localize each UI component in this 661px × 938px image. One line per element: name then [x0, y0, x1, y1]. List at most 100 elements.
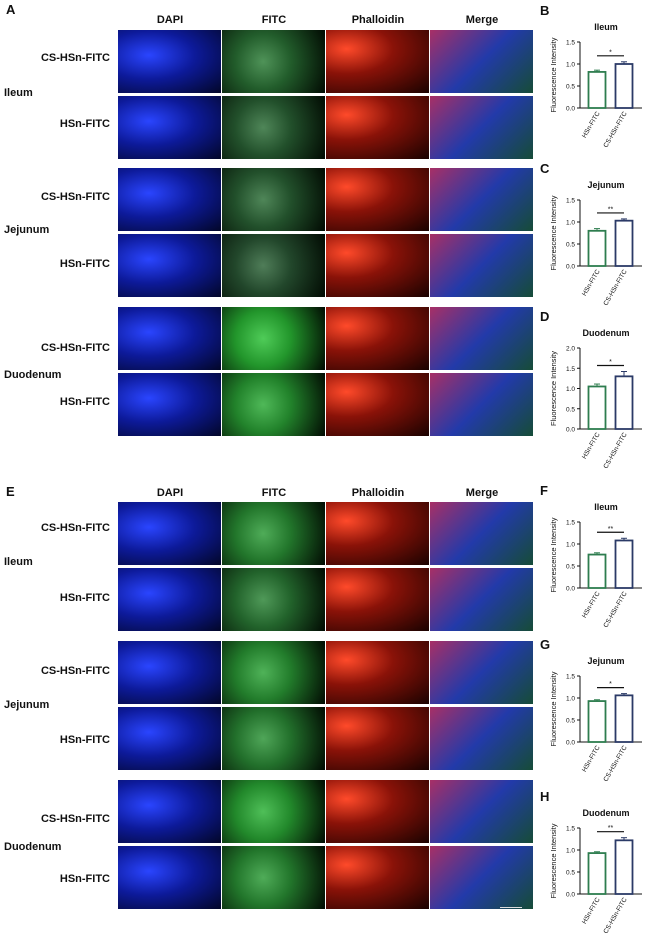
bar-chart-h: H Duodenum Fluorescence Intensity 0.0 0.5 1.0… — [540, 789, 642, 935]
y-tick-label: 1.5 — [566, 520, 575, 527]
micrograph-phalloidin — [326, 707, 429, 770]
chart-title: Ileum — [594, 502, 618, 512]
row-label: HSn-FITC — [59, 734, 110, 746]
bar — [587, 71, 607, 109]
panel-letter: F — [540, 483, 548, 498]
micrograph-merge — [430, 234, 533, 297]
bar — [587, 229, 607, 267]
micrograph-merge — [430, 707, 533, 770]
x-tick-label: CS-HSn-FITC — [602, 268, 628, 307]
row-label: HSn-FITC — [59, 592, 110, 604]
y-tick-label: 0.5 — [566, 718, 575, 725]
micrograph-phalloidin — [326, 846, 429, 909]
bar — [587, 700, 607, 743]
y-tick-label: 0.5 — [566, 242, 575, 249]
significance-marker: ** — [608, 206, 614, 213]
micrograph-merge — [430, 641, 533, 704]
micrograph-dapi — [118, 707, 221, 770]
micrograph-dapi — [118, 568, 221, 631]
micrograph-merge — [430, 846, 533, 909]
row-label: HSn-FITC — [59, 396, 110, 408]
y-tick-label: 2.0 — [566, 346, 575, 353]
y-axis-label: Fluorescence Intensity — [549, 517, 558, 592]
col-header-fitc: FITC — [261, 487, 287, 499]
x-tick-label: HSn-FITC — [581, 896, 602, 925]
y-tick-label: 1.0 — [566, 696, 575, 703]
col-header-phalloidin: Phalloidin — [351, 487, 405, 499]
row-label: CS-HSn-FITC — [40, 813, 110, 825]
chart-title: Duodenum — [583, 808, 630, 818]
chart-title: Jejunum — [587, 656, 624, 666]
y-tick-label: 1.0 — [566, 386, 575, 393]
micrograph-dapi — [118, 641, 221, 704]
bar — [614, 839, 634, 895]
row-label: CS-HSn-FITC — [40, 522, 110, 534]
scale-bar — [500, 907, 522, 908]
micrograph-dapi — [118, 307, 221, 370]
x-tick-label: HSn-FITC — [581, 268, 602, 297]
micrograph-merge — [430, 568, 533, 631]
micrograph-fitc — [222, 780, 325, 843]
col-header-dapi: DAPI — [156, 487, 184, 499]
y-tick-label: 1.0 — [566, 848, 575, 855]
row-label: CS-HSn-FITC — [40, 191, 110, 203]
panel-letter: G — [540, 637, 550, 652]
bar — [614, 375, 634, 430]
panel-letter: D — [540, 309, 549, 324]
y-tick-label: 1.0 — [566, 62, 575, 69]
micrograph-fitc — [222, 30, 325, 93]
significance-marker: * — [609, 49, 612, 56]
col-header-dapi: DAPI — [156, 14, 184, 26]
y-tick-label: 1.5 — [566, 826, 575, 833]
y-tick-label: 0.0 — [566, 264, 575, 271]
significance-marker: * — [609, 681, 612, 688]
y-tick-label: 1.5 — [566, 366, 575, 373]
y-tick-label: 0.5 — [566, 870, 575, 877]
row-label: HSn-FITC — [59, 873, 110, 885]
x-tick-label: HSn-FITC — [581, 590, 602, 619]
bar — [614, 694, 634, 743]
col-header-phalloidin: Phalloidin — [351, 14, 405, 26]
bar — [587, 852, 607, 895]
bar-chart-d: D Duodenum Fluorescence Intensity 0.0 0.5 1.0… — [540, 309, 642, 470]
micrograph-fitc — [222, 373, 325, 436]
panel-letter: B — [540, 3, 549, 18]
x-tick-label: HSn-FITC — [581, 110, 602, 139]
x-tick-label: HSn-FITC — [581, 744, 602, 773]
micrograph-merge — [430, 168, 533, 231]
row-label: CS-HSn-FITC — [40, 342, 110, 354]
bar — [587, 385, 607, 430]
micrograph-fitc — [222, 568, 325, 631]
y-tick-label: 0.5 — [566, 564, 575, 571]
y-axis-label: Fluorescence Intensity — [549, 823, 558, 898]
col-header-fitc: FITC — [261, 14, 287, 26]
y-tick-label: 0.0 — [566, 427, 575, 434]
bar — [587, 553, 607, 589]
chart-title: Ileum — [594, 22, 618, 32]
y-tick-label: 1.5 — [566, 674, 575, 681]
micrograph-dapi — [118, 30, 221, 93]
micrograph-dapi — [118, 502, 221, 565]
x-tick-label: CS-HSn-FITC — [602, 431, 628, 470]
panel-letter: H — [540, 789, 549, 804]
micrograph-phalloidin — [326, 780, 429, 843]
micrograph-merge — [430, 96, 533, 159]
bar — [614, 219, 634, 267]
micrograph-phalloidin — [326, 168, 429, 231]
y-axis-label: Fluorescence Intensity — [549, 195, 558, 270]
y-tick-label: 1.5 — [566, 40, 575, 47]
col-header-merge: Merge — [465, 14, 499, 26]
chart-title: Duodenum — [583, 328, 630, 338]
panel-letter-a: A — [6, 2, 16, 17]
region-label-duodenum: Duodenum — [4, 841, 62, 853]
micrograph-dapi — [118, 846, 221, 909]
micrograph-phalloidin — [326, 96, 429, 159]
bar — [614, 63, 634, 109]
micrograph-phalloidin — [326, 373, 429, 436]
micrograph-fitc — [222, 168, 325, 231]
region-label-jejunum: Jejunum — [4, 224, 50, 236]
micrograph-merge — [430, 373, 533, 436]
y-axis-label: Fluorescence Intensity — [549, 351, 558, 426]
y-tick-label: 0.0 — [566, 740, 575, 747]
significance-marker: * — [609, 359, 612, 366]
